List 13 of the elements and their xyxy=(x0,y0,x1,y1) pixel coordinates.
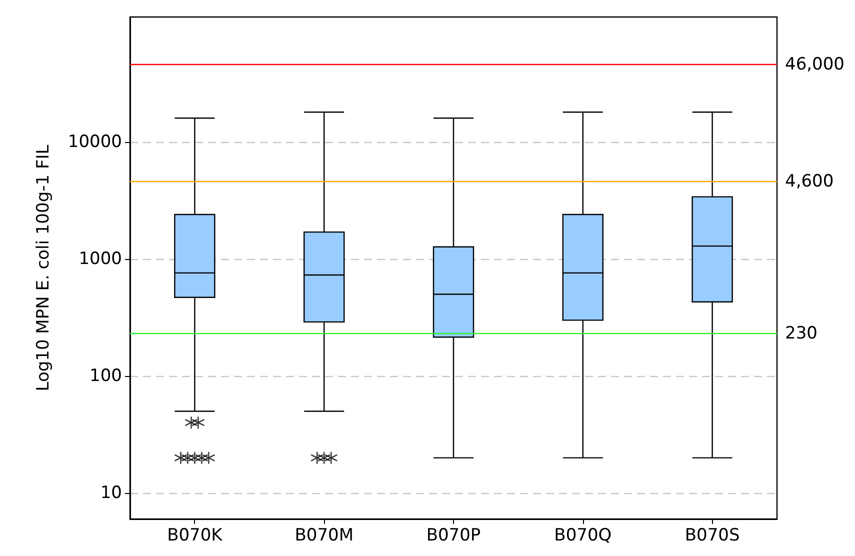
x-tick-label: B070M xyxy=(294,526,354,546)
y-tick-label: 1000 xyxy=(78,249,122,270)
x-tick-label: B070K xyxy=(167,526,224,546)
y-tick-label: 10000 xyxy=(68,132,122,152)
y-axis-title: Log10 MPN E. coli 100g-1 FIL xyxy=(34,144,54,392)
y-tick-label: 100 xyxy=(90,366,122,386)
x-tick-label: B070S xyxy=(684,526,740,546)
x-tick-label: B070P xyxy=(426,526,481,546)
ref-line-label: 4,600 xyxy=(785,171,834,192)
ref-line-label: 230 xyxy=(785,324,818,344)
y-tick-label: 10 xyxy=(100,483,122,504)
x-tick-label: B070Q xyxy=(554,526,612,546)
ref-line-label: 46,000 xyxy=(785,54,844,74)
